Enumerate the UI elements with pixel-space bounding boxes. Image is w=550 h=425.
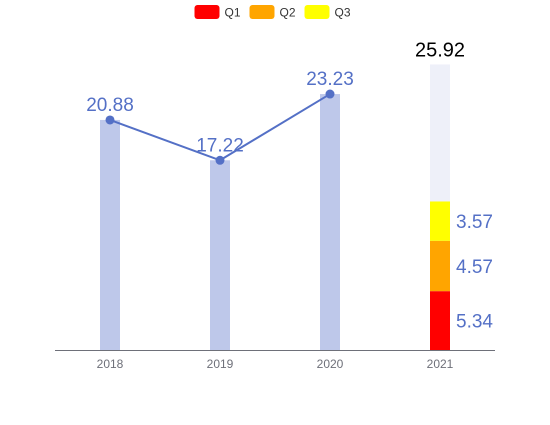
x-tick-label-2021: 2021 [427,357,454,371]
bar-2020[interactable] [320,94,340,350]
bar-2021-label-q2: 4.57 [456,257,493,278]
line-label-2018: 20.88 [86,95,134,116]
bar-2019[interactable] [210,160,230,350]
bar-2021-segment-q1[interactable] [430,291,450,350]
line-label-2019: 17.22 [196,135,244,156]
legend-label-q2: Q2 [280,6,296,20]
legend-swatch-q1[interactable] [194,5,220,19]
x-tick-label-2020: 2020 [317,357,344,371]
legend-swatch-q3[interactable] [304,5,330,19]
legend-label-q1: Q1 [225,6,241,20]
bar-2021-label-q3: 3.57 [456,212,493,233]
line-point-2018[interactable] [105,115,115,125]
legend-label-q3: Q3 [335,6,351,20]
line-point-2020[interactable] [325,89,335,99]
line-point-2019[interactable] [215,155,225,165]
legend-swatch-q2[interactable] [249,5,275,19]
bar-2021-segment-q3[interactable] [430,201,450,241]
bar-2021-segment-q2[interactable] [430,240,450,292]
bar-2018[interactable] [100,119,120,351]
line-label-2020: 23.23 [306,69,354,90]
x-tick-label-2018: 2018 [97,357,124,371]
x-tick-label-2019: 2019 [207,357,234,371]
bar-2021-total-label: 25.92 [415,39,465,61]
bar-2021-label-q1: 5.34 [456,312,493,333]
